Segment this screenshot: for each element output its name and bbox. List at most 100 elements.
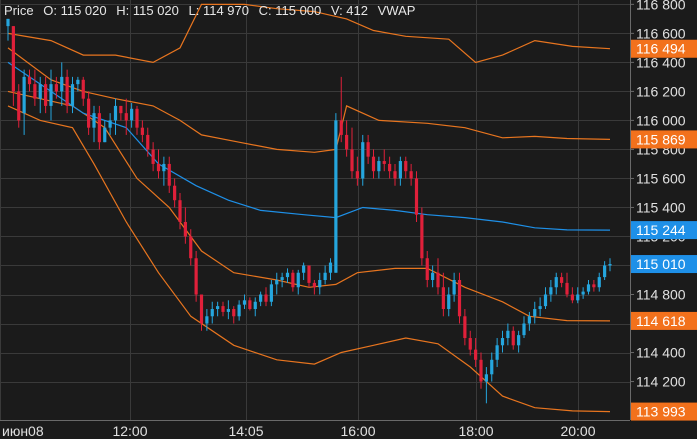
candle xyxy=(474,338,478,368)
time-axis[interactable]: июн08 12:00 14:05 16:00 18:00 20:00 xyxy=(2,423,596,439)
legend-volume: V: 412 xyxy=(330,3,368,18)
legend-open: O: 115 020 xyxy=(43,3,107,18)
price-tag-price: 115 010 xyxy=(631,255,697,274)
candle xyxy=(33,69,37,106)
price-tag-label: 116 494 xyxy=(636,41,686,57)
candle-body xyxy=(54,84,58,92)
candle-body xyxy=(484,374,488,382)
price-tag-band: 115 869 xyxy=(631,130,697,149)
candle-body xyxy=(404,161,408,172)
candle-body xyxy=(162,163,166,172)
price-tag-box xyxy=(631,39,697,58)
candle xyxy=(463,309,467,346)
candle xyxy=(275,272,279,295)
candle-body xyxy=(517,335,521,346)
candle xyxy=(162,156,166,186)
candle xyxy=(76,76,80,92)
legend-close: C: 115 000 xyxy=(258,3,322,18)
candle-body xyxy=(549,287,553,295)
candle xyxy=(285,268,290,283)
candle-body xyxy=(232,309,236,317)
candle-body xyxy=(350,149,354,172)
candle-body xyxy=(242,300,247,305)
candle xyxy=(414,171,419,222)
price-tick-label: 115 400 xyxy=(636,199,686,215)
legend-high: H: 115 020 xyxy=(116,3,179,18)
price-tick-label: 116 200 xyxy=(636,83,686,99)
candle xyxy=(490,352,494,382)
candle xyxy=(398,156,402,186)
price-tag-vwap: 115 244 xyxy=(631,221,697,240)
candle xyxy=(570,287,574,304)
candle xyxy=(108,113,112,135)
candle-body xyxy=(447,294,451,310)
candle xyxy=(259,291,263,307)
candle xyxy=(151,142,155,172)
candle xyxy=(538,297,542,317)
candle-body xyxy=(103,127,107,143)
candle-body xyxy=(436,272,440,288)
candle xyxy=(436,258,440,295)
price-tick-label: 114 800 xyxy=(636,287,686,303)
legend-symbol: Price xyxy=(4,3,34,18)
candle-body xyxy=(377,161,381,172)
candle xyxy=(517,330,521,353)
candle xyxy=(226,300,230,320)
candle xyxy=(377,156,381,179)
price-tag-box xyxy=(631,402,697,421)
candle-body xyxy=(205,316,209,324)
candle xyxy=(388,156,392,179)
price-tag-band: 113 993 xyxy=(631,402,697,421)
candle-body xyxy=(409,171,413,179)
candle-body xyxy=(570,294,574,301)
price-tag-label: 115 244 xyxy=(636,222,686,238)
price-tick-label: 114 200 xyxy=(636,374,686,390)
candle xyxy=(70,76,75,114)
candle-body xyxy=(339,120,343,135)
candle xyxy=(543,287,548,310)
price-tick-label: 116 600 xyxy=(636,25,686,41)
time-tick-label: июн08 xyxy=(2,423,44,439)
candle xyxy=(581,287,585,299)
price-tick-label: 116 800 xyxy=(636,0,686,12)
chart-legend: Price O: 115 020 H: 115 020 L: 114 970 C… xyxy=(4,2,421,20)
candle-body xyxy=(237,304,241,317)
candle xyxy=(130,103,134,128)
candle-body xyxy=(533,309,537,317)
candle-body xyxy=(495,345,499,360)
candle-body xyxy=(253,301,257,310)
candle xyxy=(355,156,359,186)
price-tick-label: 116 400 xyxy=(636,54,686,70)
candle-body xyxy=(113,105,118,121)
candle-body xyxy=(275,280,279,285)
price-tag-band: 116 494 xyxy=(631,39,697,58)
candle xyxy=(27,69,32,92)
legend-indicator: VWAP xyxy=(377,3,416,18)
candle xyxy=(216,301,220,317)
candle xyxy=(334,113,338,273)
candle xyxy=(119,105,123,121)
candle-body xyxy=(382,161,386,164)
candle-body xyxy=(560,277,564,283)
candle-body xyxy=(586,284,591,292)
candle xyxy=(560,272,564,288)
candle-body xyxy=(371,156,376,172)
candle xyxy=(17,84,21,128)
candle-body xyxy=(70,84,75,106)
candle-body xyxy=(500,338,505,346)
candle xyxy=(603,261,607,280)
candle xyxy=(269,280,273,307)
candle xyxy=(199,294,204,331)
candle xyxy=(527,311,531,331)
candle-body xyxy=(49,84,53,106)
candle xyxy=(549,280,553,302)
candle xyxy=(339,76,343,143)
candle xyxy=(291,269,295,292)
candle-body xyxy=(285,272,290,278)
candle-body xyxy=(296,272,300,288)
candle-body xyxy=(388,163,392,172)
candle xyxy=(586,280,591,295)
candle xyxy=(65,69,69,114)
candle-body xyxy=(81,79,85,99)
